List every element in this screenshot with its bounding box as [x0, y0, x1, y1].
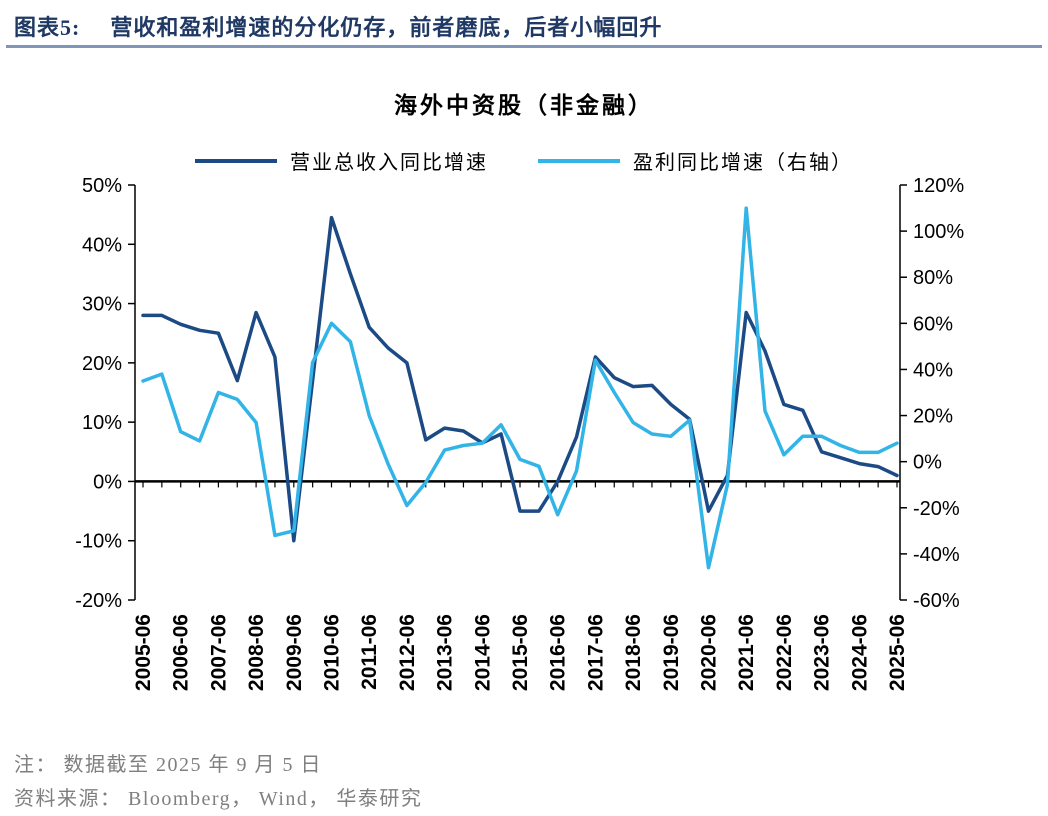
revenue-line-swatch: [195, 158, 277, 163]
x-axis-label: 2005-06: [132, 614, 155, 691]
chart-title: 海外中资股（非金融）: [394, 93, 654, 118]
x-axis-label: 2023-06: [811, 614, 834, 691]
left-axis-tick-label: 0%: [93, 471, 122, 493]
left-axis-tick-label: 20%: [82, 353, 122, 375]
x-axis-label: 2018-06: [622, 614, 645, 691]
x-axis-label: 2010-06: [321, 614, 344, 691]
x-axis-label: 2012-06: [396, 614, 419, 691]
right-axis-tick-label: 60%: [913, 313, 953, 335]
right-axis-tick-label: 20%: [913, 406, 953, 428]
series-line-revenue: [141, 215, 899, 543]
x-axis-label: 2014-06: [471, 614, 494, 691]
chart-legend: 营业总收入同比增速 盈利同比增速（右轴）: [0, 146, 1048, 175]
right-axis-tick-label: 0%: [913, 452, 942, 474]
x-axis-label: 2009-06: [283, 614, 306, 691]
x-axis-label: 2013-06: [434, 614, 457, 691]
left-axis-tick-label: 50%: [82, 175, 122, 197]
left-axis-tick-label: 30%: [82, 294, 122, 316]
right-axis-tick-label: -60%: [913, 590, 960, 612]
x-axis-label: 2016-06: [547, 614, 570, 691]
footnote-source: 资料来源： Bloomberg， Wind， 华泰研究: [14, 788, 423, 810]
x-axis-label: 2022-06: [773, 614, 796, 691]
earnings-line-swatch: [538, 158, 620, 163]
x-axis-label: 2017-06: [584, 614, 607, 691]
x-axis-label: 2006-06: [170, 614, 193, 691]
right-axis-tick-label: -40%: [913, 544, 960, 566]
right-axis-tick-label: 100%: [913, 221, 964, 243]
x-axis-label: 2015-06: [509, 614, 532, 691]
legend-label-revenue: 营业总收入同比增速: [290, 152, 488, 174]
legend-label-earnings: 盈利同比增速（右轴）: [633, 152, 853, 174]
right-axis-tick-label: 80%: [913, 267, 953, 289]
x-axis-label: 2007-06: [207, 614, 230, 691]
legend-item-earnings: 盈利同比增速（右轴）: [538, 146, 853, 175]
x-axis-label: 2011-06: [358, 614, 381, 690]
left-axis-tick-label: 40%: [82, 234, 122, 256]
x-axis-label: 2019-06: [660, 614, 683, 691]
series-line-earnings: [141, 206, 899, 570]
figure-header: 图表5: 营收和盈利增速的分化仍存，前者磨底，后者小幅回升: [14, 10, 662, 42]
left-axis-tick-label: -10%: [75, 531, 122, 553]
x-axis-label: 2025-06: [886, 614, 909, 691]
x-axis-label: 2024-06: [848, 614, 871, 691]
figure-title: 营收和盈利增速的分化仍存，前者磨底，后者小幅回升: [110, 15, 663, 40]
x-axis-label: 2020-06: [698, 614, 721, 691]
left-axis-tick-label: 10%: [82, 412, 122, 434]
right-axis-tick-label: 40%: [913, 359, 953, 381]
footnote-data-cutoff: 注： 数据截至 2025 年 9 月 5 日: [14, 754, 322, 776]
x-axis-label: 2021-06: [735, 614, 758, 691]
figure-number-label: 图表5:: [14, 15, 81, 40]
header-divider: [6, 45, 1042, 48]
x-axis-label: 2008-06: [245, 614, 268, 691]
legend-item-revenue: 营业总收入同比增速: [195, 146, 488, 175]
left-axis-tick-label: -20%: [75, 590, 122, 612]
right-axis-tick-label: 120%: [913, 175, 964, 197]
right-axis-tick-label: -20%: [913, 498, 960, 520]
